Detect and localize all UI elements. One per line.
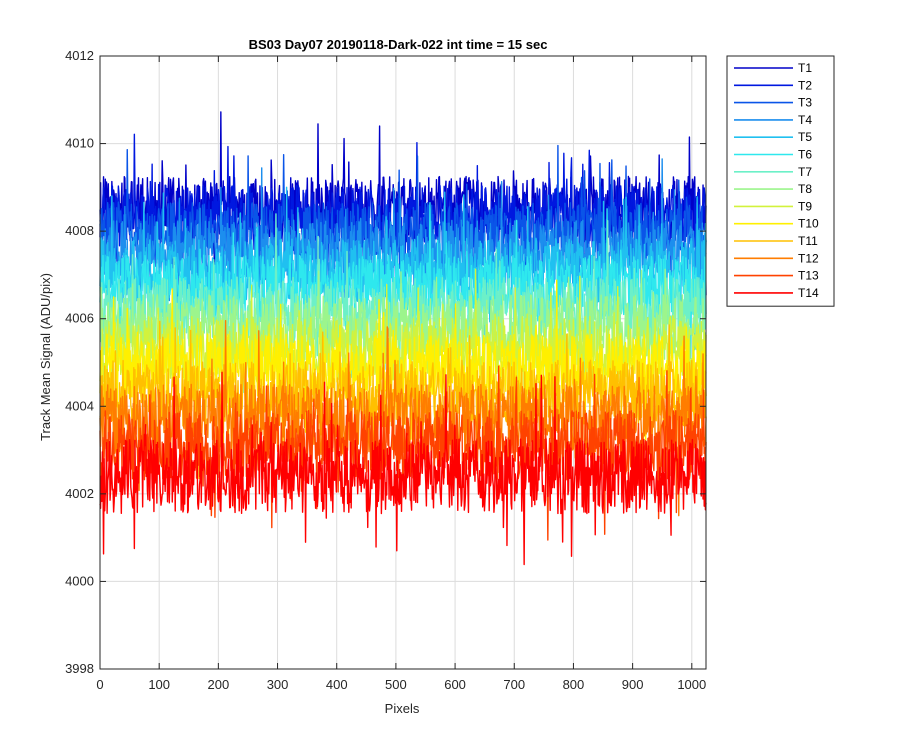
y-axis-label: Track Mean Signal (ADU/pix) — [38, 273, 53, 441]
legend-label-t6: T6 — [798, 148, 812, 162]
legend-label-t3: T3 — [798, 96, 812, 110]
legend-label-t14: T14 — [798, 286, 819, 300]
x-axis-label: Pixels — [385, 701, 420, 716]
x-tick-label: 700 — [503, 677, 525, 692]
legend-label-t12: T12 — [798, 251, 819, 265]
x-tick-label: 600 — [444, 677, 466, 692]
x-tick-label: 500 — [385, 677, 407, 692]
y-tick-label: 4010 — [65, 136, 94, 151]
x-tick-label: 0 — [96, 677, 103, 692]
legend-label-t5: T5 — [798, 130, 812, 144]
legend-label-t2: T2 — [798, 78, 812, 92]
legend-label-t4: T4 — [798, 113, 812, 127]
series-line-t14 — [99, 371, 707, 566]
y-tick-label: 4000 — [65, 573, 94, 588]
x-tick-label: 200 — [208, 677, 230, 692]
legend-label-t8: T8 — [798, 182, 812, 196]
x-tick-label: 1000 — [677, 677, 706, 692]
y-tick-label: 4004 — [65, 398, 94, 413]
x-tick-label: 900 — [622, 677, 644, 692]
legend-label-t10: T10 — [798, 217, 819, 231]
y-tick-label: 3998 — [65, 661, 94, 676]
x-tick-label: 800 — [563, 677, 585, 692]
chart-title: BS03 Day07 20190118-Dark-022 int time = … — [249, 37, 548, 52]
x-tick-label: 100 — [148, 677, 170, 692]
legend-label-t9: T9 — [798, 199, 812, 213]
axes-box — [99, 55, 707, 670]
legend-label-t1: T1 — [798, 61, 812, 75]
legend-label-t7: T7 — [798, 165, 812, 179]
legend-label-t11: T11 — [798, 234, 818, 248]
y-tick-label: 4006 — [65, 311, 94, 326]
x-tick-label: 300 — [267, 677, 289, 692]
y-tick-label: 4008 — [65, 223, 94, 238]
legend: T1 T2 T3 T4 T5 T6 T7 T8 T9 T10 T11 T12 T13 T14 — [726, 55, 835, 307]
plot-area: 0 100 200 300 400 500 600 700 800 900 1000 3998 4000… — [65, 48, 707, 692]
x-tick-label: 400 — [326, 677, 348, 692]
y-tick-label: 4012 — [65, 48, 94, 63]
y-tick-label: 4002 — [65, 486, 94, 501]
legend-box — [726, 55, 835, 307]
legend-label-t13: T13 — [798, 269, 819, 283]
